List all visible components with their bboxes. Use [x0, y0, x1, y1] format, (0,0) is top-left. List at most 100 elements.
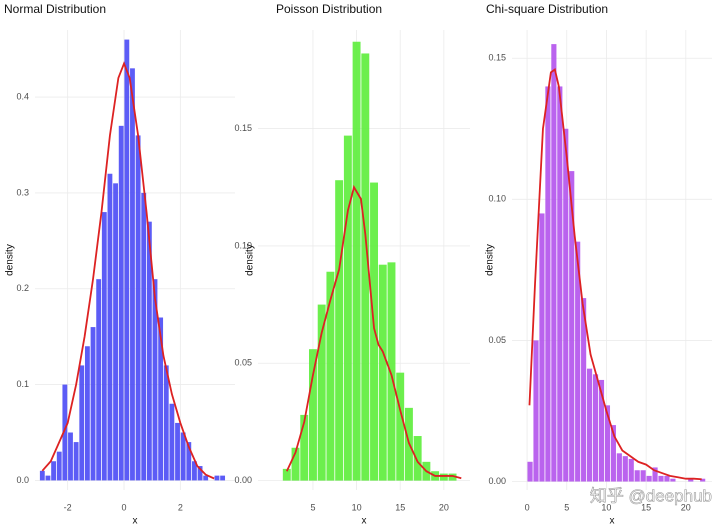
x-tick-label: 5 — [564, 502, 569, 512]
bar — [291, 447, 300, 481]
bar — [664, 475, 670, 482]
bar — [396, 372, 405, 481]
bar — [575, 241, 581, 482]
bar — [56, 451, 62, 481]
y-tick-label: 0.15 — [488, 53, 506, 63]
y-tick-label: 0.3 — [16, 187, 29, 197]
bar — [448, 473, 457, 481]
bar — [378, 264, 387, 481]
bar — [214, 475, 220, 481]
bar — [658, 475, 664, 482]
bar — [107, 173, 113, 481]
density-curve — [41, 61, 215, 480]
bar — [186, 442, 192, 481]
bar — [101, 212, 107, 481]
x-tick-label: 5 — [310, 502, 315, 512]
bar — [135, 135, 141, 481]
bar — [628, 458, 634, 482]
bar — [118, 125, 124, 481]
bar — [326, 271, 335, 481]
bar — [203, 475, 209, 481]
x-tick-label: 2 — [178, 502, 183, 512]
bar — [700, 478, 706, 482]
bar — [79, 365, 85, 481]
bar — [592, 374, 599, 482]
y-tick-label: 0.10 — [488, 194, 506, 204]
bar — [634, 470, 640, 482]
y-tick-label: 0.05 — [488, 335, 506, 345]
y-axis-title: density — [5, 244, 16, 276]
y-tick-label: 0.4 — [16, 91, 29, 101]
bar — [640, 470, 646, 482]
y-tick-label: 0.2 — [16, 283, 29, 293]
bar — [90, 327, 96, 481]
bar — [604, 405, 611, 482]
bar — [539, 213, 545, 482]
bar — [587, 368, 593, 482]
bar — [343, 135, 352, 481]
bar — [670, 478, 676, 482]
x-tick-label: 15 — [395, 502, 405, 512]
bar — [300, 414, 309, 481]
y-axis-title: density — [485, 244, 496, 276]
x-tick-label: 20 — [439, 502, 449, 512]
bar — [563, 128, 569, 482]
bar — [45, 475, 51, 481]
x-tick-label: 10 — [352, 502, 362, 512]
x-axis-title: x — [133, 516, 138, 527]
bar — [192, 461, 197, 481]
bar — [84, 346, 90, 481]
bar — [73, 442, 79, 481]
bar — [581, 298, 587, 482]
bar — [158, 317, 164, 481]
bar — [124, 39, 130, 481]
y-tick-label: 0.1 — [16, 379, 29, 389]
bar — [616, 453, 622, 482]
panel: Normal Distribution 0.0 0.1 0.2 0.3 0.4 -2 0 2 x d… — [4, 2, 235, 527]
bar — [317, 304, 326, 481]
bar — [688, 478, 694, 482]
bar — [62, 384, 68, 481]
bar — [352, 41, 361, 481]
bar — [113, 183, 118, 481]
bar — [598, 379, 605, 482]
bar — [146, 221, 152, 481]
x-axis-title: x — [610, 516, 615, 527]
bar — [527, 461, 533, 482]
bar — [361, 53, 370, 481]
bar — [533, 340, 539, 482]
bar — [220, 475, 226, 481]
bar — [169, 403, 175, 481]
bar — [387, 262, 396, 481]
y-tick-label: 0.00 — [488, 476, 506, 486]
x-tick-label: 0 — [525, 502, 530, 512]
bar — [175, 422, 180, 481]
chart-title: Chi-square Distribution — [486, 2, 608, 16]
bar — [335, 180, 344, 481]
y-tick-label: 0.10 — [234, 240, 252, 250]
bar — [439, 473, 448, 481]
y-tick-label: 0.0 — [16, 475, 29, 485]
bar — [51, 461, 57, 481]
density-curve — [528, 68, 702, 481]
bar — [68, 432, 73, 481]
bar — [622, 456, 628, 482]
bar — [413, 436, 422, 481]
x-tick-label: 15 — [641, 502, 651, 512]
panel: Chi-square Distribution 0.00 0.05 0.10 0.15 0… — [485, 2, 712, 527]
bar — [163, 365, 169, 481]
bar — [96, 279, 102, 481]
density-curve — [285, 184, 462, 480]
bar — [197, 466, 203, 481]
panel: Poisson Distribution 0.00 0.05 0.10 0.15 5 10 1… — [234, 2, 470, 527]
bar — [652, 467, 658, 482]
bar — [569, 171, 575, 482]
y-axis-title: density — [245, 244, 256, 276]
watermark: 知乎 @deephub — [590, 486, 712, 505]
x-tick-label: 10 — [601, 502, 611, 512]
bar — [551, 44, 557, 482]
chart-title: Poisson Distribution — [276, 2, 382, 16]
bar — [130, 68, 135, 481]
bar — [370, 182, 378, 481]
